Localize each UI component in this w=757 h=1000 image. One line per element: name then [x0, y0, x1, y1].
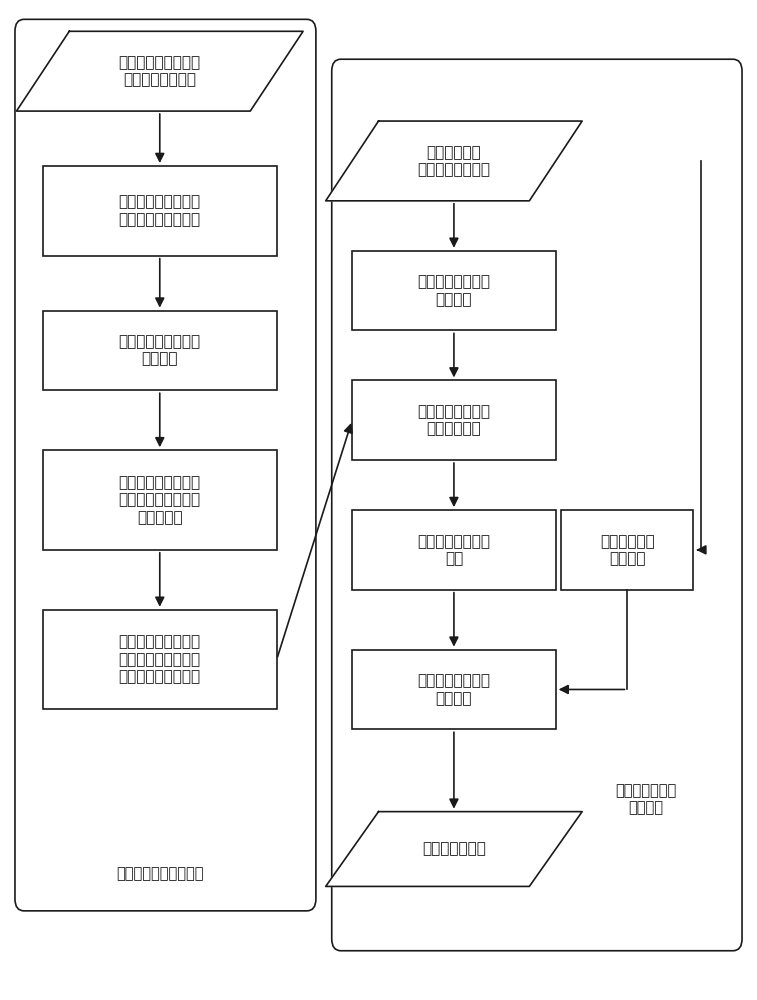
FancyBboxPatch shape [43, 311, 276, 390]
Text: 各转向各时段车辆
旅行时间估计: 各转向各时段车辆 旅行时间估计 [417, 404, 491, 436]
FancyBboxPatch shape [352, 650, 556, 729]
Text: 路段在线车辆数: 路段在线车辆数 [422, 842, 486, 857]
Polygon shape [17, 31, 303, 111]
FancyBboxPatch shape [43, 610, 276, 709]
Text: 分类归属到相应转
向、时段: 分类归属到相应转 向、时段 [417, 274, 491, 307]
Text: 分时段建立旅行时间
样本集合: 分时段建立旅行时间 样本集合 [119, 334, 201, 367]
FancyBboxPatch shape [352, 380, 556, 460]
Polygon shape [326, 121, 582, 201]
FancyBboxPatch shape [352, 510, 556, 590]
Text: 按下游交叉口不同转
向车道进行样本分类: 按下游交叉口不同转 向车道进行样本分类 [119, 195, 201, 227]
Polygon shape [326, 812, 582, 886]
FancyBboxPatch shape [352, 251, 556, 330]
Text: 任意历史周同天路段
车辆旅行时间样本: 任意历史周同天路段 车辆旅行时间样本 [119, 55, 201, 87]
FancyBboxPatch shape [43, 166, 276, 256]
Text: 基于旅行时间样本集
合建立不同转向和时
段旅行时间分布模型: 基于旅行时间样本集 合建立不同转向和时 段旅行时间分布模型 [119, 635, 201, 684]
Text: 路段下游检测
设备实时采集数据: 路段下游检测 设备实时采集数据 [417, 145, 491, 177]
Text: 剔除无效旅行时间样
本，得到有效旅行时
间样本集合: 剔除无效旅行时间样 本，得到有效旅行时 间样本集合 [119, 475, 201, 525]
Text: 车辆个体离开
路段时刻: 车辆个体离开 路段时刻 [600, 534, 655, 566]
FancyBboxPatch shape [43, 450, 276, 550]
Text: 个体车辆路段在线
时间估计: 个体车辆路段在线 时间估计 [417, 673, 491, 706]
Text: 车辆个体进入路段
时刻: 车辆个体进入路段 时刻 [417, 534, 491, 566]
Text: 建立旅行时间分布模型: 建立旅行时间分布模型 [116, 866, 204, 881]
Text: 路段在线车辆数
实时估计: 路段在线车辆数 实时估计 [615, 783, 677, 815]
FancyBboxPatch shape [562, 510, 693, 590]
